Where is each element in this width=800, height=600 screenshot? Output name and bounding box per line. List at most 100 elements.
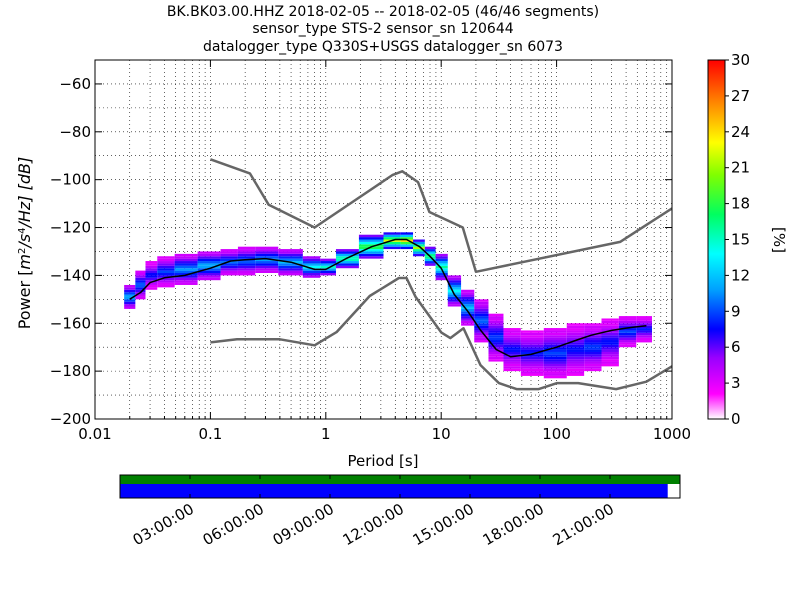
psd-density-cell (237, 273, 256, 276)
psd-density-cell (461, 296, 475, 300)
psd-density-cell (543, 342, 567, 345)
new-low-noise-model-line (210, 276, 672, 391)
psd-density-cell (447, 280, 462, 283)
psd-density-cell (157, 261, 175, 264)
psd-density-cell (237, 249, 256, 252)
psd-density-cell (278, 251, 303, 254)
psd-density-cell (447, 301, 462, 305)
psd-density-cell (601, 340, 619, 343)
psd-density-cell (237, 261, 256, 264)
colorbar-tick-label: 3 (731, 374, 741, 392)
psd-density-cell (601, 359, 619, 362)
timeline-tick-label: 18:00:00 (480, 500, 547, 549)
psd-density-cell (461, 306, 475, 309)
psd-density-cell (174, 256, 198, 259)
title-line-3: datalogger_type Q330S+USGS datalogger_sn… (203, 39, 563, 55)
psd-density-cell (157, 284, 175, 288)
psd-density-cell (197, 270, 221, 274)
psd-density-cell (302, 275, 321, 278)
psd-density-cell (157, 270, 175, 274)
psd-density-cell (174, 253, 198, 257)
psd-density-cell (157, 273, 175, 276)
psd-density-cell (520, 366, 544, 369)
psd-density-cell (584, 337, 602, 341)
psd-density-cell (320, 273, 336, 276)
psd-density-cell (488, 349, 504, 352)
psd-density-cell (145, 265, 158, 269)
y-axis-label: Power [m2/s4/Hz] [dB] (15, 157, 34, 330)
psd-density-cell (447, 287, 462, 290)
psd-density-cell (435, 256, 448, 259)
psd-density-cell (197, 268, 221, 271)
psd-density-cell (174, 270, 198, 274)
psd-density-cell (383, 237, 401, 240)
colorbar-gradient (707, 59, 726, 420)
psd-density-cell (636, 330, 652, 333)
psd-density-cell (543, 366, 567, 369)
psd-density-cell (237, 270, 256, 274)
psd-density-cell (584, 349, 602, 352)
psd-density-cell (135, 273, 146, 276)
psd-density-cell (174, 275, 198, 278)
psd-density-cell (503, 328, 521, 331)
psd-density-cell (237, 268, 256, 271)
psd-density-cell (503, 361, 521, 364)
psd-density-cell (278, 265, 303, 269)
x-tick-label: 1000 (653, 425, 691, 443)
psd-density-cell (503, 349, 521, 352)
psd-density-cell (543, 337, 567, 341)
data-coverage-timeline: 03:00:00 06:00:00 09:00:00 12:00:00 15:00:00… (119, 474, 681, 549)
psd-density-cell (474, 335, 489, 338)
psd-density-cell (145, 263, 158, 266)
psd-density-cell (447, 275, 462, 278)
psd-density-cell (618, 316, 637, 319)
psd-density-cell (566, 354, 585, 357)
psd-density-cell (520, 363, 544, 367)
psd-density-cell (584, 330, 602, 333)
psd-density-cell (566, 356, 585, 360)
psd-density-cell (157, 263, 175, 266)
psd-density-cell (636, 340, 652, 343)
psd-density-cell (255, 265, 279, 269)
psd-density-cell (618, 342, 637, 345)
psd-density-cell (636, 316, 652, 319)
psd-density-cell (197, 275, 221, 278)
psd-density-cell (335, 251, 359, 254)
psd-density-cell (174, 265, 198, 269)
psd-density-cell (566, 361, 585, 364)
psd-density-cell (584, 354, 602, 357)
psd-density-cell (543, 371, 567, 374)
psd-density-cell (424, 258, 436, 262)
psd-density-cell (601, 332, 619, 336)
psd-density-cell (488, 328, 504, 331)
psd-density-cell (601, 344, 619, 348)
psd-density-cell (503, 342, 521, 345)
psd-density-cell (124, 287, 136, 290)
colorbar-tick-label: 18 (731, 195, 750, 213)
psd-density-cell (474, 332, 489, 336)
psd-density-cell (474, 308, 489, 312)
psd-density-cell (601, 347, 619, 350)
colorbar-tick-label: 24 (731, 123, 750, 141)
psd-density-cell (488, 351, 504, 355)
psd-density-cell (584, 363, 602, 367)
psd-density-cell (400, 232, 414, 235)
psd-density-cell (435, 261, 448, 264)
psd-density-cell (447, 289, 462, 293)
psd-density-cell (584, 361, 602, 364)
psd-density-cell (145, 268, 158, 271)
y-tick-label: −160 (50, 314, 91, 332)
psd-plot: 0.01 0.1 1 10 100 1000 −60 −80 −100 −120 −140 −160… (50, 59, 691, 443)
y-axis-ticks: −60 −80 −100 −120 −140 −160 −180 −200 (50, 75, 672, 428)
psd-density-cell (174, 261, 198, 264)
psd-density-cell (488, 330, 504, 333)
psd-density-cell (335, 258, 359, 262)
psd-density-cell (124, 294, 136, 297)
psd-density-cell (488, 340, 504, 343)
colorbar-tick-label: 0 (731, 410, 741, 428)
psd-density-cell (400, 237, 414, 240)
psd-density-cell (335, 249, 359, 252)
psd-density-cell (488, 344, 504, 348)
psd-density-cell (543, 361, 567, 364)
psd-density-cell (566, 366, 585, 369)
